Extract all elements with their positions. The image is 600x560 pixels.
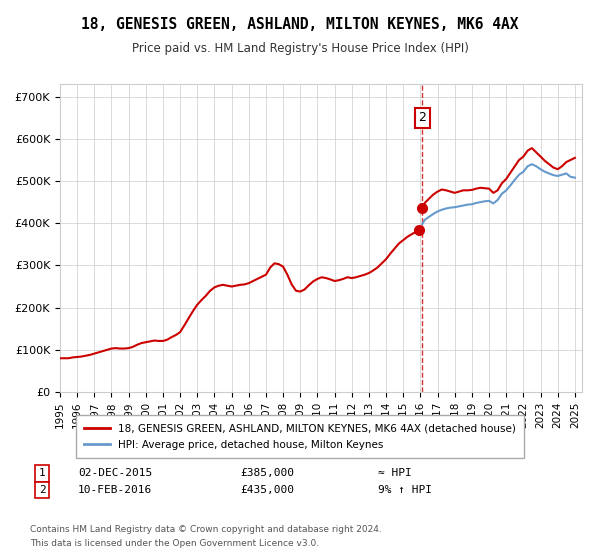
Text: £435,000: £435,000: [240, 485, 294, 495]
Text: £385,000: £385,000: [240, 468, 294, 478]
Text: Price paid vs. HM Land Registry's House Price Index (HPI): Price paid vs. HM Land Registry's House …: [131, 42, 469, 55]
Text: 02-DEC-2015: 02-DEC-2015: [78, 468, 152, 478]
Text: ≈ HPI: ≈ HPI: [378, 468, 412, 478]
Text: Contains HM Land Registry data © Crown copyright and database right 2024.: Contains HM Land Registry data © Crown c…: [30, 525, 382, 534]
Text: 18, GENESIS GREEN, ASHLAND, MILTON KEYNES, MK6 4AX: 18, GENESIS GREEN, ASHLAND, MILTON KEYNE…: [81, 17, 519, 32]
Text: 9% ↑ HPI: 9% ↑ HPI: [378, 485, 432, 495]
Text: 1: 1: [38, 468, 46, 478]
Text: This data is licensed under the Open Government Licence v3.0.: This data is licensed under the Open Gov…: [30, 539, 319, 548]
Text: 10-FEB-2016: 10-FEB-2016: [78, 485, 152, 495]
Text: 2: 2: [38, 485, 46, 495]
Legend: 18, GENESIS GREEN, ASHLAND, MILTON KEYNES, MK6 4AX (detached house), HPI: Averag: 18, GENESIS GREEN, ASHLAND, MILTON KEYNE…: [76, 416, 524, 458]
Text: 2: 2: [418, 111, 426, 124]
